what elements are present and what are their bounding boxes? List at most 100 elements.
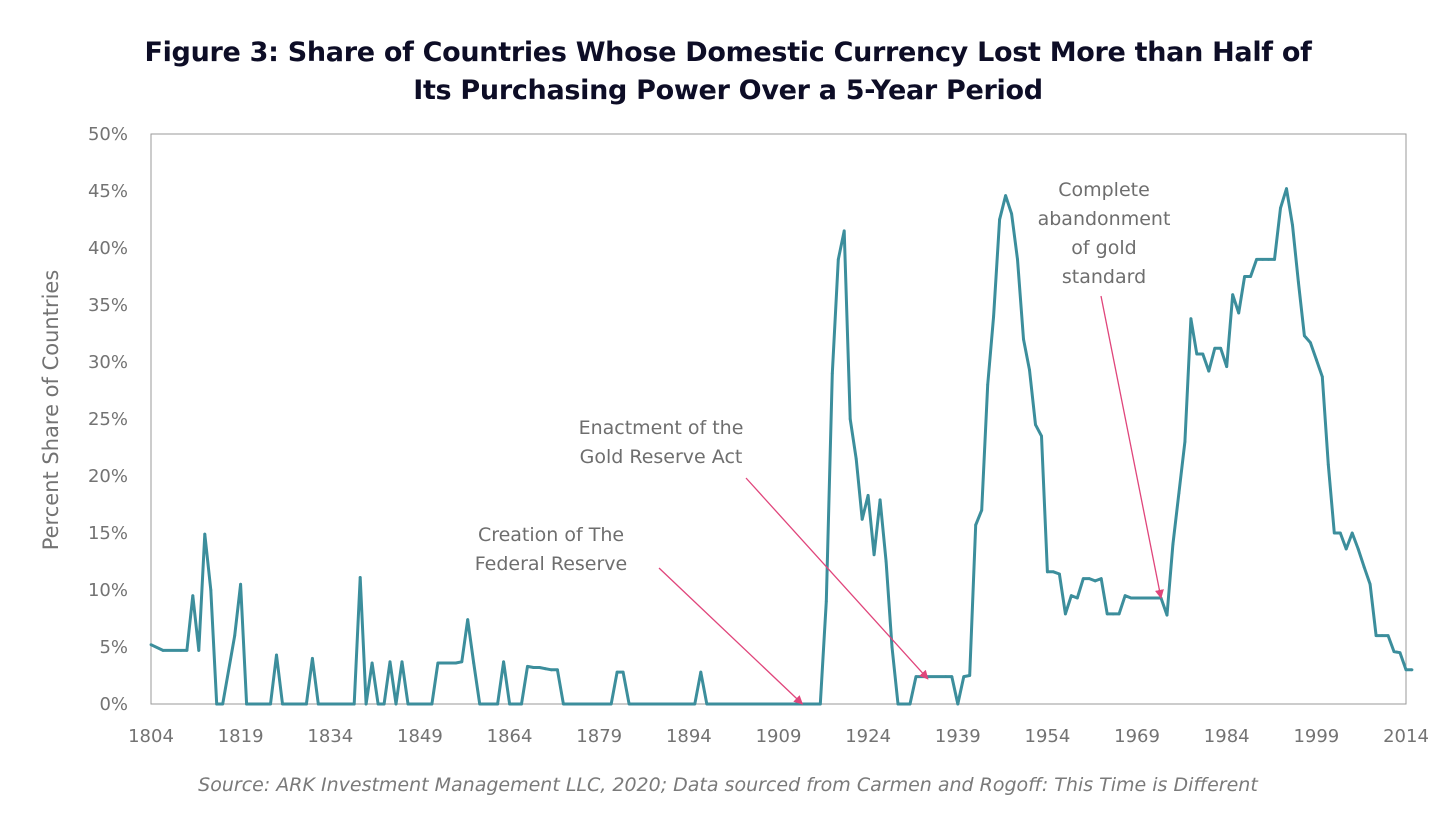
chart-title: Figure 3: Share of Countries Whose Domes… <box>0 34 1456 110</box>
x-axis: 1804 1819 1834 1849 1864 1879 1894 1909 1924 1939… <box>128 726 1429 747</box>
data-point <box>1069 594 1073 598</box>
data-point <box>406 702 410 706</box>
data-point <box>1093 579 1097 583</box>
data-point <box>215 702 219 706</box>
data-point <box>203 532 207 536</box>
y-tick-label: 5% <box>99 637 128 658</box>
data-point <box>245 702 249 706</box>
data-point <box>1207 369 1211 373</box>
data-point <box>1075 596 1079 600</box>
data-point <box>376 702 380 706</box>
data-point <box>185 649 189 652</box>
data-point <box>1004 194 1007 198</box>
y-tick-label: 40% <box>88 238 128 259</box>
annotation-arrow <box>658 567 804 705</box>
data-point <box>884 560 888 563</box>
x-tick-label: 1954 <box>1025 726 1071 747</box>
data-point <box>1320 375 1324 379</box>
data-point <box>1046 570 1049 574</box>
data-point <box>1135 596 1139 600</box>
data-point <box>699 670 703 674</box>
data-point <box>179 649 183 652</box>
data-point <box>370 661 374 665</box>
y-axis-label: Percent Share of Countries <box>39 270 63 551</box>
data-point <box>436 661 440 665</box>
data-point <box>693 702 697 706</box>
x-tick-label: 1939 <box>935 726 981 747</box>
data-point <box>878 498 882 502</box>
data-point <box>538 666 541 669</box>
data-point <box>1380 634 1384 637</box>
y-tick-label: 20% <box>88 466 128 487</box>
data-point <box>1362 565 1366 569</box>
data-point <box>544 667 547 671</box>
annotation: Complete abandonment of gold standard <box>1038 179 1170 599</box>
data-point <box>496 702 499 706</box>
data-point <box>992 315 995 318</box>
data-point <box>1213 346 1217 350</box>
x-tick-label: 1984 <box>1204 726 1250 747</box>
x-tick-label: 1909 <box>756 726 802 747</box>
data-point <box>980 508 984 512</box>
data-point <box>430 702 434 706</box>
y-tick-label: 30% <box>88 352 128 373</box>
data-point <box>1117 612 1121 616</box>
data-point <box>1111 612 1115 616</box>
data-point <box>908 702 912 706</box>
data-point <box>1040 434 1043 438</box>
x-tick-label: 1819 <box>218 726 264 747</box>
data-point <box>956 702 960 706</box>
data-point <box>221 702 225 706</box>
annotation-arrow <box>745 477 929 680</box>
data-point <box>562 702 565 706</box>
data-point <box>1344 547 1348 551</box>
data-point <box>400 660 404 664</box>
data-point <box>508 702 511 706</box>
data-point <box>1153 596 1157 600</box>
data-point <box>239 582 243 586</box>
data-point <box>382 702 386 706</box>
x-tick-label: 1864 <box>487 726 533 747</box>
data-point <box>615 670 619 674</box>
data-point <box>197 649 201 652</box>
data-point <box>1225 365 1229 368</box>
data-point <box>1243 275 1246 278</box>
data-point <box>830 372 834 375</box>
data-point <box>1028 368 1031 372</box>
data-point <box>311 657 314 660</box>
series-points <box>149 187 1414 706</box>
y-tick-label: 15% <box>88 523 128 544</box>
data-point <box>1291 223 1294 227</box>
x-tick-label: 1999 <box>1293 726 1339 747</box>
data-point <box>1219 346 1223 350</box>
data-point <box>209 588 213 592</box>
data-point <box>281 702 284 706</box>
data-point <box>191 594 195 598</box>
annotation-text: Enactment of the <box>579 417 744 439</box>
data-point <box>1099 577 1103 580</box>
data-point <box>532 666 535 669</box>
data-point <box>1237 311 1241 315</box>
x-tick-label: 1894 <box>666 726 712 747</box>
data-point <box>466 618 470 621</box>
annotation: Enactment of the Gold Reserve Act <box>579 417 929 680</box>
data-point <box>1303 334 1306 338</box>
data-point <box>460 660 464 664</box>
x-tick-label: 1804 <box>128 726 174 747</box>
data-point <box>1285 187 1288 191</box>
data-point <box>890 645 894 649</box>
data-point <box>1374 634 1378 637</box>
data-point <box>866 494 870 497</box>
chart-title-line-2: Its Purchasing Power Over a 5-Year Perio… <box>413 75 1043 106</box>
data-point <box>520 702 523 706</box>
data-point <box>1052 570 1055 574</box>
data-point <box>1231 293 1235 297</box>
data-point <box>1279 206 1282 210</box>
data-point <box>1081 577 1085 580</box>
series-line <box>150 187 1412 706</box>
data-point <box>1386 634 1390 637</box>
data-point <box>1267 258 1270 261</box>
data-point <box>824 600 828 603</box>
data-point <box>352 702 356 706</box>
